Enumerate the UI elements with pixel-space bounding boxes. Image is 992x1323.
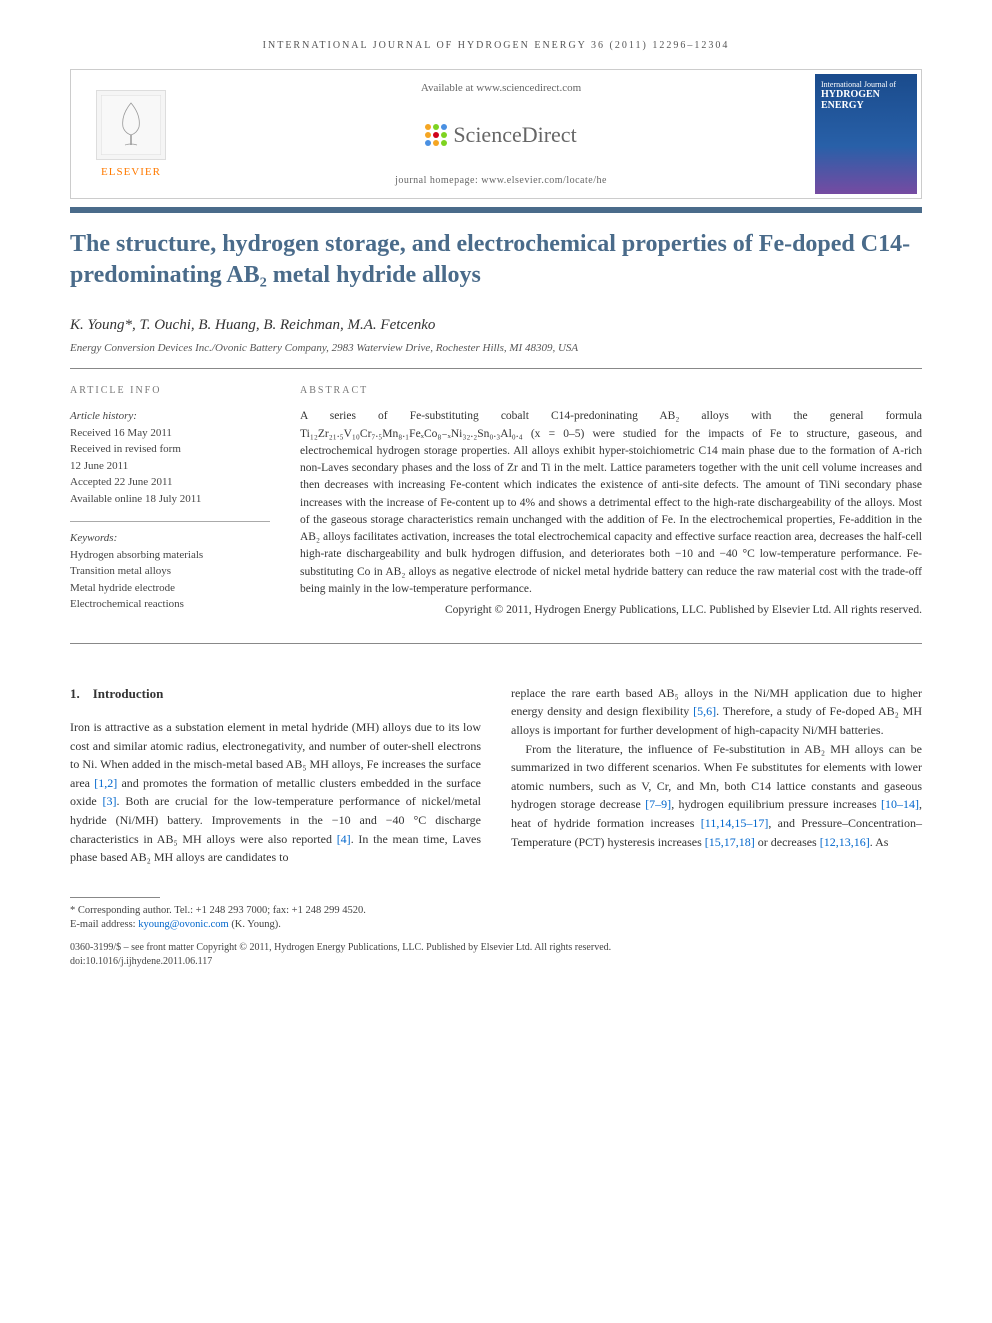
body-paragraph: From the literature, the influence of Fe… (511, 740, 922, 852)
column-right: replace the rare earth based AB₅ alloys … (511, 684, 922, 867)
article-info-block: ARTICLE INFO Article history: Received 1… (70, 383, 270, 627)
citation-link[interactable]: [12,13,16] (820, 835, 870, 849)
divider (70, 643, 922, 644)
history-line: Available online 18 July 2011 (70, 491, 270, 508)
journal-banner: ELSEVIER Available at www.sciencedirect.… (70, 69, 922, 199)
sciencedirect-logo: ScienceDirect (191, 122, 811, 148)
section-title: Introduction (93, 686, 164, 701)
body-columns: 1. Introduction Iron is attractive as a … (70, 684, 922, 867)
banner-center: Available at www.sciencedirect.com Scien… (191, 70, 811, 198)
column-left: 1. Introduction Iron is attractive as a … (70, 684, 481, 867)
history-head: Article history: (70, 408, 270, 425)
abstract-copyright: Copyright © 2011, Hydrogen Energy Public… (300, 602, 922, 619)
info-abstract-row: ARTICLE INFO Article history: Received 1… (70, 369, 922, 643)
citation-link[interactable]: [10–14] (881, 797, 919, 811)
elsevier-label: ELSEVIER (101, 166, 161, 178)
keyword: Electrochemical reactions (70, 596, 270, 613)
issn-line: 0360-3199/$ – see front matter Copyright… (70, 941, 922, 955)
citation-link[interactable]: [15,17,18] (705, 835, 755, 849)
sd-dots-icon (425, 124, 447, 146)
history-line: 12 June 2011 (70, 458, 270, 475)
keyword: Metal hydride electrode (70, 580, 270, 597)
cover-title-1: HYDROGEN (821, 89, 911, 100)
cover-title-2: ENERGY (821, 100, 911, 111)
section-number: 1. (70, 686, 80, 701)
citation-link[interactable]: [11,14,15–17] (701, 816, 769, 830)
corresponding-author-line: * Corresponding author. Tel.: +1 248 293… (70, 904, 922, 919)
title-accent-bar (70, 207, 922, 213)
sciencedirect-text: ScienceDirect (453, 122, 576, 148)
body-paragraph: Iron is attractive as a substation eleme… (70, 718, 481, 867)
citation-link[interactable]: [5,6] (693, 704, 716, 718)
history-line: Received 16 May 2011 (70, 425, 270, 442)
page-footer: * Corresponding author. Tel.: +1 248 293… (70, 897, 922, 969)
abstract-label: ABSTRACT (300, 383, 922, 398)
history-line: Received in revised form (70, 441, 270, 458)
keyword: Transition metal alloys (70, 563, 270, 580)
body-paragraph: replace the rare earth based AB₅ alloys … (511, 684, 922, 740)
citation-link[interactable]: [3] (103, 794, 117, 808)
article-info-label: ARTICLE INFO (70, 383, 270, 398)
section-heading: 1. Introduction (70, 684, 481, 704)
keywords-head: Keywords: (70, 530, 270, 547)
running-head: INTERNATIONAL JOURNAL OF HYDROGEN ENERGY… (70, 40, 922, 51)
journal-cover-thumb: International Journal of HYDROGEN ENERGY (811, 70, 921, 198)
elsevier-tree-icon (96, 90, 166, 160)
history-line: Accepted 22 June 2011 (70, 474, 270, 491)
doi-line: doi:10.1016/j.ijhydene.2011.06.117 (70, 955, 922, 969)
cover-supertitle: International Journal of (821, 80, 911, 89)
article-title: The structure, hydrogen storage, and ele… (70, 229, 922, 291)
abstract-block: ABSTRACT A series of Fe-substituting cob… (300, 383, 922, 627)
publisher-logo-block: ELSEVIER (71, 82, 191, 186)
citation-link[interactable]: [1,2] (94, 776, 117, 790)
abstract-text: A series of Fe-substituting cobalt C14-p… (300, 408, 922, 598)
affiliation-line: Energy Conversion Devices Inc./Ovonic Ba… (70, 342, 922, 354)
citation-link[interactable]: [7–9] (645, 797, 671, 811)
available-at-line: Available at www.sciencedirect.com (191, 82, 811, 94)
citation-link[interactable]: [4] (337, 832, 351, 846)
keyword: Hydrogen absorbing materials (70, 547, 270, 564)
email-line: E-mail address: kyoung@ovonic.com (K. Yo… (70, 918, 922, 933)
email-link[interactable]: kyoung@ovonic.com (138, 919, 228, 930)
journal-homepage-line: journal homepage: www.elsevier.com/locat… (191, 175, 811, 186)
authors-line: K. Young*, T. Ouchi, B. Huang, B. Reichm… (70, 317, 922, 334)
